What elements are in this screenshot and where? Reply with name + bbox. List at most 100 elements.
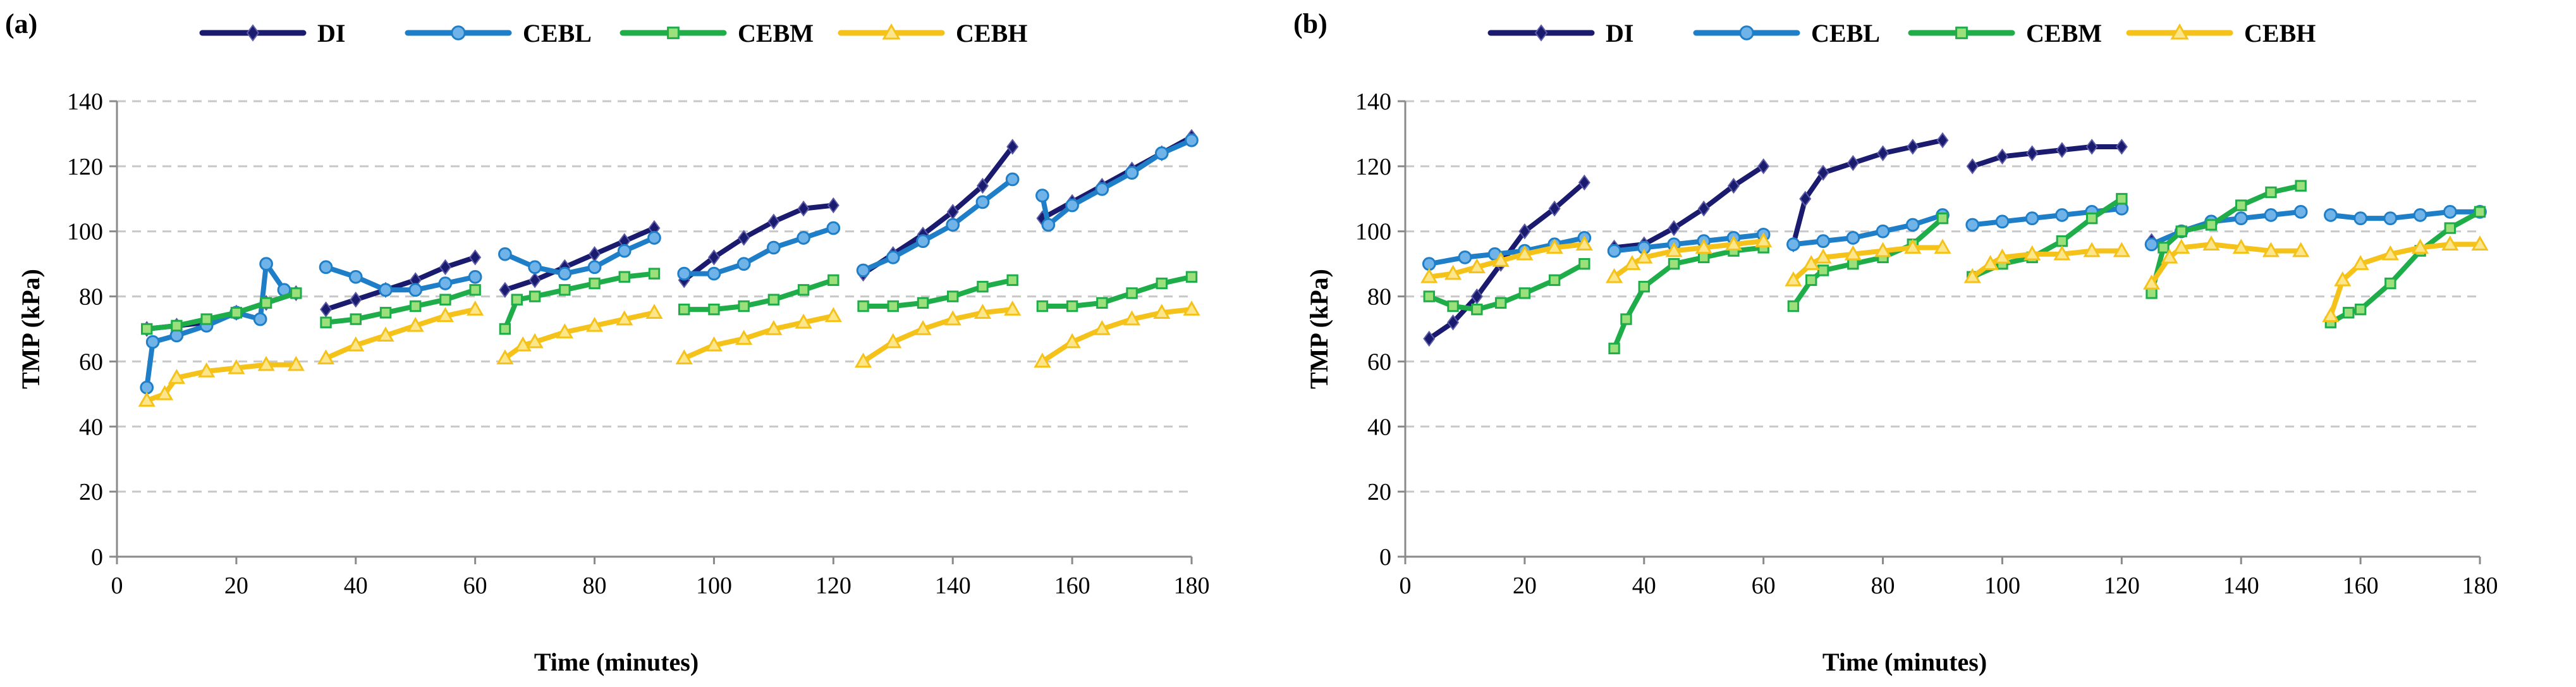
data-point	[589, 277, 601, 290]
data-point	[767, 213, 780, 230]
data-point	[2205, 219, 2218, 231]
data-point	[1458, 251, 1472, 264]
y-axis-title: TMP (kPa)	[16, 269, 45, 389]
data-point	[738, 300, 750, 313]
series-line	[2149, 242, 2304, 286]
data-point	[320, 301, 333, 318]
data-point	[2354, 303, 2367, 316]
data-point	[290, 287, 302, 299]
x-tick-label: 0	[1400, 572, 1412, 599]
data-point	[857, 300, 869, 313]
series-line	[1790, 137, 1945, 247]
chart-b-svg: (b) 0 20 40 60 80 100 120 140 0 20 40 60 80 100 120 140 1…	[1293, 8, 2498, 676]
x-tick-label: 180	[1174, 572, 1210, 599]
data-point	[2441, 235, 2459, 251]
data-point	[1905, 218, 1920, 232]
x-tick-label: 0	[111, 572, 123, 599]
data-point	[587, 260, 602, 275]
data-point	[1096, 297, 1108, 309]
x-tick-label: 100	[696, 572, 732, 599]
data-point	[2232, 238, 2250, 254]
data-point	[2353, 211, 2367, 225]
data-point	[645, 304, 663, 319]
data-point	[1996, 148, 2008, 165]
data-point	[514, 336, 532, 352]
data-point	[1006, 139, 1019, 155]
series-cebh	[138, 300, 1200, 407]
data-point	[2334, 271, 2352, 287]
data-point	[2025, 211, 2039, 225]
data-point	[1492, 251, 1510, 267]
data-point	[1620, 313, 1632, 325]
data-point	[1471, 303, 1483, 316]
data-point	[617, 244, 632, 258]
data-point	[2381, 245, 2399, 261]
data-point	[976, 178, 989, 194]
data-point	[347, 336, 365, 352]
data-point	[856, 263, 870, 278]
data-point	[1423, 290, 1435, 302]
y-tick-label: 80	[1367, 284, 1391, 311]
data-point	[589, 246, 601, 263]
data-point	[2383, 211, 2398, 225]
data-point	[498, 247, 512, 261]
chart-a-svg: (a) 0 20 40 60 80 100 120 140 0 20 40 60 80 100 120 140 1…	[5, 8, 1210, 676]
data-point	[2295, 180, 2307, 192]
data-point	[1787, 300, 1800, 313]
data-point	[1518, 287, 1531, 299]
legend: DI CEBL CEBM CEBH	[1487, 19, 2316, 47]
x-tick-label: 80	[1871, 572, 1895, 599]
data-point	[946, 218, 960, 232]
legend-marker	[667, 27, 680, 39]
data-point	[556, 323, 573, 338]
data-point	[1036, 300, 1049, 313]
data-point	[1965, 218, 1980, 232]
data-point	[2262, 242, 2280, 257]
x-tick-label: 40	[344, 572, 368, 599]
data-point	[260, 297, 272, 309]
legend-label: CEBM	[2026, 19, 2102, 47]
data-point	[947, 290, 959, 302]
legend-marker	[882, 23, 901, 40]
data-point	[1757, 158, 1770, 175]
data-point	[1004, 300, 1022, 316]
y-tick-label: 20	[79, 479, 103, 505]
series-line	[323, 287, 478, 325]
data-point	[1724, 235, 1743, 251]
data-point	[1907, 139, 1919, 155]
data-point	[1420, 268, 1438, 283]
data-point	[469, 249, 482, 266]
data-point	[1668, 257, 1680, 270]
x-tick-label: 120	[815, 572, 852, 599]
data-point	[2053, 245, 2071, 261]
data-point	[439, 294, 451, 306]
data-point	[1963, 268, 1981, 283]
legend-label: CEBH	[2244, 19, 2316, 47]
data-point	[1697, 201, 1710, 217]
y-tick-label: 140	[1355, 89, 1391, 115]
data-point	[138, 392, 156, 407]
data-point	[2113, 242, 2130, 257]
data-point	[677, 266, 692, 281]
data-point	[1874, 242, 1892, 257]
data-point	[767, 240, 781, 255]
data-point	[2413, 208, 2427, 222]
data-point	[707, 266, 721, 281]
data-point	[1877, 145, 1889, 161]
data-point	[707, 249, 720, 266]
data-point	[2056, 235, 2068, 247]
data-point	[526, 333, 544, 349]
y-tick-label: 100	[67, 219, 103, 245]
legend-label: CEBL	[1811, 19, 1880, 47]
series-cebl	[140, 133, 1199, 395]
data-point	[141, 323, 153, 335]
data-point	[1578, 174, 1590, 191]
data-point	[974, 304, 992, 319]
series-line	[860, 277, 1015, 309]
panel-label: (b)	[1293, 8, 1328, 39]
data-point	[1981, 255, 1999, 270]
data-point	[1548, 274, 1561, 287]
data-point	[320, 316, 332, 328]
chart-panel-a: (a) 0 20 40 60 80 100 120 140 0 20 40 60 80 100 120 140 1…	[5, 8, 1210, 676]
data-point	[1063, 333, 1081, 349]
